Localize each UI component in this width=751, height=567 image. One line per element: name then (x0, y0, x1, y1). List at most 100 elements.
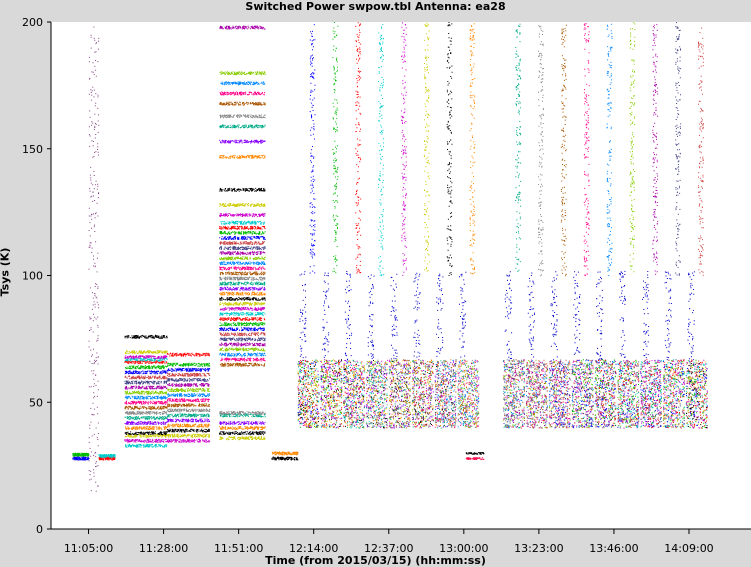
series-mark (219, 114, 266, 119)
series-mark (457, 359, 480, 429)
cycle-16 (662, 22, 685, 429)
series-mark (167, 362, 211, 367)
chart-title: Switched Power swpow.tbl Antenna: ea28 (245, 0, 506, 13)
series-mark (124, 421, 168, 425)
series-mark (125, 410, 167, 415)
cycle-14 (617, 22, 640, 429)
cycle-7 (457, 23, 480, 429)
series-mark (219, 276, 266, 281)
series-mark (219, 410, 266, 415)
series-mark (320, 359, 342, 429)
series-mark (686, 360, 708, 427)
series-mark (663, 359, 685, 428)
series-mark (459, 271, 467, 358)
series-mark (219, 327, 265, 332)
series-mark (219, 307, 266, 311)
series-mark (166, 352, 210, 357)
series-mark (617, 361, 639, 428)
y-axis-label: Tsys (K) (0, 247, 12, 297)
segment-2 (98, 454, 116, 461)
segment-5 (219, 25, 266, 441)
x-tick-label: 13:46:00 (589, 542, 638, 555)
series-mark (219, 301, 266, 306)
series-mark (412, 361, 434, 428)
series-mark (219, 225, 266, 230)
series-mark (503, 359, 525, 428)
series-mark (571, 359, 594, 428)
series-mark (423, 22, 430, 272)
series-mark (548, 360, 571, 428)
series-mark (220, 357, 266, 362)
series-mark (297, 360, 320, 428)
series-mark (344, 271, 353, 361)
series-mark (297, 359, 320, 428)
series-mark (124, 385, 168, 390)
series-mark (388, 359, 411, 429)
series-mark (124, 334, 168, 339)
series-mark (219, 271, 266, 276)
cycle-10 (525, 25, 548, 429)
series-mark (167, 403, 210, 408)
series-mark (378, 24, 385, 277)
series-mark (219, 241, 265, 245)
series-mark (167, 423, 211, 428)
series-mark (219, 317, 266, 322)
series-mark (663, 359, 685, 429)
series-mark (366, 361, 388, 427)
series-mark (166, 398, 210, 403)
series-mark (685, 363, 708, 429)
series-mark (220, 81, 266, 86)
series-mark (297, 359, 319, 429)
series-mark (72, 456, 90, 461)
series-mark (320, 359, 343, 428)
cycle-17 (685, 27, 708, 429)
series-mark (525, 361, 548, 429)
x-tick-label: 11:51:00 (214, 542, 263, 555)
series-mark (124, 350, 168, 354)
series-mark (434, 362, 457, 428)
series-mark (640, 360, 662, 428)
series-mark (88, 26, 100, 492)
series-mark (219, 139, 266, 144)
series-mark (167, 393, 211, 398)
series-mark (320, 360, 343, 429)
series-mark (124, 433, 168, 438)
series-mark (503, 360, 526, 429)
y-tick-label: 200 (22, 16, 43, 29)
series-mark (219, 261, 266, 266)
x-tick-label: 12:14:00 (289, 542, 338, 555)
x-tick-label: 12:37:00 (364, 542, 413, 555)
series-mark (412, 361, 434, 428)
series-mark (629, 22, 636, 273)
cycle-5 (411, 22, 434, 429)
series-mark (675, 22, 682, 276)
y-tick-label: 100 (22, 270, 43, 283)
series-mark (167, 433, 211, 438)
cycle-1 (320, 22, 343, 429)
segment-0 (72, 452, 90, 461)
series-mark (219, 154, 266, 159)
series-mark (124, 380, 168, 385)
x-tick-label: 11:28:00 (139, 542, 188, 555)
series-mark (219, 296, 266, 301)
series-mark (640, 359, 662, 428)
series-mark (219, 91, 266, 96)
series-mark (124, 375, 168, 380)
series-mark (619, 270, 626, 358)
series-mark (124, 357, 168, 362)
cycle-9 (503, 23, 526, 429)
series-mark (343, 360, 366, 426)
series-mark (504, 271, 513, 359)
series-mark (401, 22, 407, 276)
series-mark (412, 360, 434, 428)
series-mark (219, 291, 266, 296)
series-mark (167, 383, 210, 387)
series-mark (594, 359, 617, 429)
series-mark (343, 359, 366, 429)
series-mark (606, 23, 613, 277)
series-mark (124, 431, 168, 436)
series-mark (297, 360, 320, 429)
series-mark (573, 271, 581, 355)
y-tick-label: 50 (29, 396, 43, 409)
